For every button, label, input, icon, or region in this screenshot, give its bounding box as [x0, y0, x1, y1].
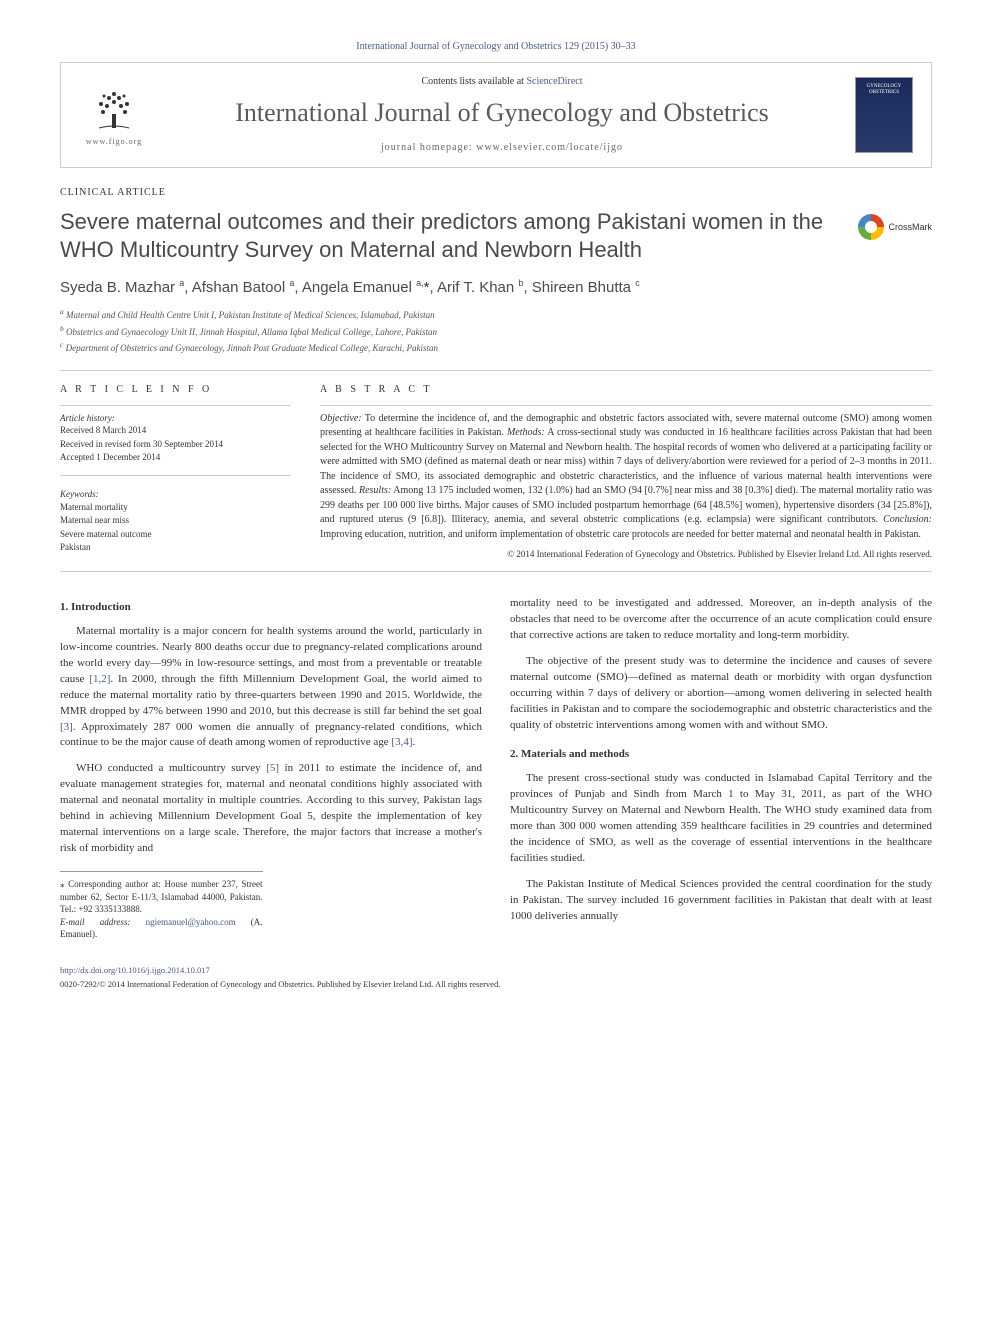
- keyword-3: Pakistan: [60, 541, 290, 555]
- abstract-objective-label: Objective:: [320, 413, 362, 424]
- issn-copyright-line: 0020-7292/© 2014 International Federatio…: [60, 979, 932, 991]
- figo-tree-icon: [89, 84, 139, 134]
- crossmark-icon: [858, 214, 884, 240]
- keywords-label: Keywords:: [60, 488, 290, 501]
- divider-body: [60, 571, 932, 572]
- history-accepted: Accepted 1 December 2014: [60, 451, 290, 465]
- ref-link-1-2[interactable]: [1,2]: [89, 673, 110, 685]
- header-center: Contents lists available at ScienceDirec…: [149, 75, 855, 155]
- keyword-2: Severe maternal outcome: [60, 528, 290, 542]
- article-info-column: A R T I C L E I N F O Article history: R…: [60, 383, 290, 561]
- methods-paragraph-2: The Pakistan Institute of Medical Scienc…: [510, 877, 932, 925]
- homepage-url[interactable]: www.elsevier.com/locate/ijgo: [476, 142, 623, 153]
- journal-cover-thumbnail: GYNECOLOGY OBSTETRICS: [855, 77, 913, 153]
- affiliation-c: c Department of Obstetrics and Gynaecolo…: [60, 339, 932, 356]
- page-footer: http://dx.doi.org/10.1016/j.ijgo.2014.10…: [60, 965, 932, 991]
- info-divider-2: [60, 475, 290, 476]
- contents-prefix: Contents lists available at: [421, 76, 526, 87]
- ref-link-5[interactable]: [5]: [266, 762, 279, 774]
- abstract-conclusion: Improving education, nutrition, and unif…: [320, 529, 921, 540]
- corresponding-author-note: ⁎ Corresponding author at: House number …: [60, 878, 263, 916]
- article-title: Severe maternal outcomes and their predi…: [60, 208, 838, 263]
- abstract-heading: A B S T R A C T: [320, 383, 932, 397]
- affiliation-a: a Maternal and Child Health Centre Unit …: [60, 306, 932, 323]
- intro-paragraph-3: mortality need to be investigated and ad…: [510, 596, 932, 644]
- intro-paragraph-4: The objective of the present study was t…: [510, 654, 932, 734]
- abstract-results: Among 13 175 included women, 132 (1.0%) …: [320, 485, 932, 525]
- affiliations: a Maternal and Child Health Centre Unit …: [60, 306, 932, 356]
- contents-line: Contents lists available at ScienceDirec…: [149, 75, 855, 89]
- affiliation-b: b Obstetrics and Gynaecology Unit II, Ji…: [60, 323, 932, 340]
- keyword-1: Maternal near miss: [60, 514, 290, 528]
- figo-url-label: www.figo.org: [86, 136, 142, 147]
- email-line: E-mail address: ngiemanuel@yahoo.com (A.…: [60, 916, 263, 941]
- ref-link-3[interactable]: [3]: [60, 721, 73, 733]
- article-type-label: CLINICAL ARTICLE: [60, 186, 932, 200]
- doi-link[interactable]: http://dx.doi.org/10.1016/j.ijgo.2014.10…: [60, 965, 210, 975]
- figo-logo: www.figo.org: [79, 80, 149, 150]
- article-info-heading: A R T I C L E I N F O: [60, 383, 290, 397]
- footnotes: ⁎ Corresponding author at: House number …: [60, 871, 263, 941]
- body-columns: 1. Introduction Maternal mortality is a …: [60, 596, 932, 941]
- crossmark-label: CrossMark: [888, 221, 932, 234]
- email-link[interactable]: ngiemanuel@yahoo.com: [146, 917, 236, 927]
- author-list: Syeda B. Mazhar a, Afshan Batool a, Ange…: [60, 277, 932, 298]
- abstract-results-label: Results:: [359, 485, 391, 496]
- journal-reference: International Journal of Gynecology and …: [60, 40, 932, 54]
- crossmark-badge[interactable]: CrossMark: [858, 214, 932, 240]
- abstract-column: A B S T R A C T Objective: To determine …: [320, 383, 932, 561]
- journal-title: International Journal of Gynecology and …: [149, 95, 855, 131]
- abstract-copyright: © 2014 International Federation of Gynec…: [320, 548, 932, 561]
- history-label: Article history:: [60, 412, 290, 425]
- intro-paragraph-1: Maternal mortality is a major concern fo…: [60, 624, 482, 752]
- abstract-text: Objective: To determine the incidence of…: [320, 412, 932, 543]
- email-label: E-mail address:: [60, 917, 130, 927]
- ref-link-3-4[interactable]: [3,4]: [391, 736, 412, 748]
- history-received: Received 8 March 2014: [60, 424, 290, 438]
- homepage-label: journal homepage:: [381, 142, 476, 153]
- abstract-methods-label: Methods:: [507, 427, 545, 438]
- methods-paragraph-1: The present cross-sectional study was co…: [510, 771, 932, 867]
- keyword-0: Maternal mortality: [60, 501, 290, 515]
- section-methods-heading: 2. Materials and methods: [510, 747, 932, 763]
- cover-text-2: OBSTETRICS: [869, 90, 899, 96]
- divider-top: [60, 370, 932, 371]
- homepage-line: journal homepage: www.elsevier.com/locat…: [149, 141, 855, 155]
- intro-paragraph-2: WHO conducted a multicountry survey [5] …: [60, 761, 482, 857]
- section-introduction-heading: 1. Introduction: [60, 600, 482, 616]
- journal-header-box: www.figo.org Contents lists available at…: [60, 62, 932, 168]
- history-revised: Received in revised form 30 September 20…: [60, 438, 290, 452]
- sciencedirect-link[interactable]: ScienceDirect: [526, 76, 582, 87]
- info-divider: [60, 405, 290, 406]
- abstract-conclusion-label: Conclusion:: [883, 514, 932, 525]
- abstract-divider: [320, 405, 932, 406]
